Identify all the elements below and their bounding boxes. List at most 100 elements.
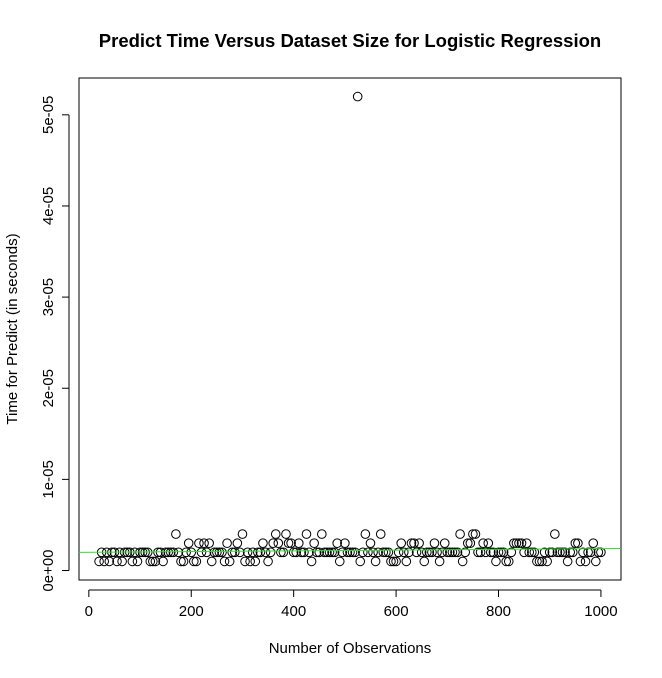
data-point xyxy=(532,556,542,567)
data-point xyxy=(557,547,568,558)
data-point xyxy=(562,556,573,567)
data-point xyxy=(199,538,209,548)
data-point xyxy=(209,547,220,558)
data-point xyxy=(235,547,245,558)
data-point xyxy=(322,547,332,558)
data-point xyxy=(365,538,376,548)
data-point xyxy=(299,547,309,558)
x-tick-label: 800 xyxy=(486,603,511,620)
data-point xyxy=(514,538,524,548)
data-point xyxy=(409,538,419,548)
data-point xyxy=(117,556,127,567)
data-point xyxy=(242,547,253,558)
data-point xyxy=(309,538,319,548)
data-point xyxy=(276,547,286,558)
data-point xyxy=(547,547,558,558)
data-point xyxy=(427,547,437,558)
data-point xyxy=(422,547,432,558)
data-point xyxy=(565,547,576,558)
data-point xyxy=(386,556,396,567)
x-tick-label: 1000 xyxy=(584,603,617,620)
data-point xyxy=(457,556,468,567)
x-tick-label: 400 xyxy=(281,603,306,620)
data-point xyxy=(368,547,378,558)
data-point xyxy=(506,547,517,558)
data-point xyxy=(473,547,483,558)
data-point xyxy=(340,538,350,548)
data-point xyxy=(171,529,181,539)
data-point xyxy=(227,547,238,558)
x-axis-label: Number of Observations xyxy=(269,640,432,657)
data-point xyxy=(460,547,471,558)
data-point xyxy=(570,538,581,548)
data-point xyxy=(240,556,250,567)
data-point xyxy=(434,556,445,567)
data-point xyxy=(544,547,555,558)
data-point xyxy=(388,556,399,567)
data-point xyxy=(491,556,501,567)
data-point xyxy=(401,556,412,567)
data-point xyxy=(404,547,414,558)
data-point xyxy=(526,547,537,558)
data-point xyxy=(496,547,506,558)
data-point xyxy=(519,547,529,558)
data-point xyxy=(263,556,273,567)
data-point xyxy=(224,556,235,567)
data-point xyxy=(286,538,296,548)
data-point xyxy=(539,547,550,558)
data-point xyxy=(511,538,522,548)
data-point xyxy=(378,547,389,558)
data-point xyxy=(503,556,514,567)
data-point xyxy=(327,547,337,558)
data-point xyxy=(406,538,417,548)
data-point xyxy=(591,556,601,567)
data-point xyxy=(219,556,230,567)
data-point xyxy=(560,547,570,558)
data-point xyxy=(347,547,358,558)
data-point xyxy=(455,529,465,539)
data-point xyxy=(206,556,217,567)
data-point xyxy=(370,556,381,567)
data-point xyxy=(583,547,593,558)
data-point xyxy=(573,538,583,548)
data-point xyxy=(363,547,373,558)
data-point xyxy=(150,556,161,567)
x-tick-label: 600 xyxy=(384,603,409,620)
data-point xyxy=(350,547,360,558)
data-point xyxy=(445,547,455,558)
data-point xyxy=(127,556,138,567)
data-point xyxy=(268,538,278,548)
data-point xyxy=(186,547,197,558)
data-point xyxy=(447,547,458,558)
data-point xyxy=(398,547,409,558)
data-point xyxy=(585,547,596,558)
data-point xyxy=(194,538,204,548)
data-point xyxy=(478,538,488,548)
data-point xyxy=(429,538,440,548)
data-point xyxy=(537,556,547,567)
data-point xyxy=(255,547,266,558)
plot-frame xyxy=(78,77,622,581)
data-point xyxy=(521,538,532,548)
data-point xyxy=(424,547,435,558)
data-point xyxy=(465,538,476,548)
data-point xyxy=(498,547,509,558)
data-point xyxy=(145,556,156,567)
y-tick-label: 2e-05 xyxy=(40,369,57,407)
data-point xyxy=(567,547,578,558)
data-point xyxy=(355,556,366,567)
y-axis-label: Time for Predict (in seconds) xyxy=(4,233,21,424)
data-point xyxy=(178,556,189,567)
data-point xyxy=(258,538,268,548)
data-point xyxy=(183,538,194,548)
data-point xyxy=(442,547,453,558)
data-point xyxy=(337,547,348,558)
data-point xyxy=(283,538,294,548)
data-point xyxy=(260,547,271,558)
data-point xyxy=(575,556,586,567)
data-point xyxy=(293,538,304,548)
data-point xyxy=(432,547,442,558)
data-point xyxy=(416,547,427,558)
data-point xyxy=(176,556,186,567)
